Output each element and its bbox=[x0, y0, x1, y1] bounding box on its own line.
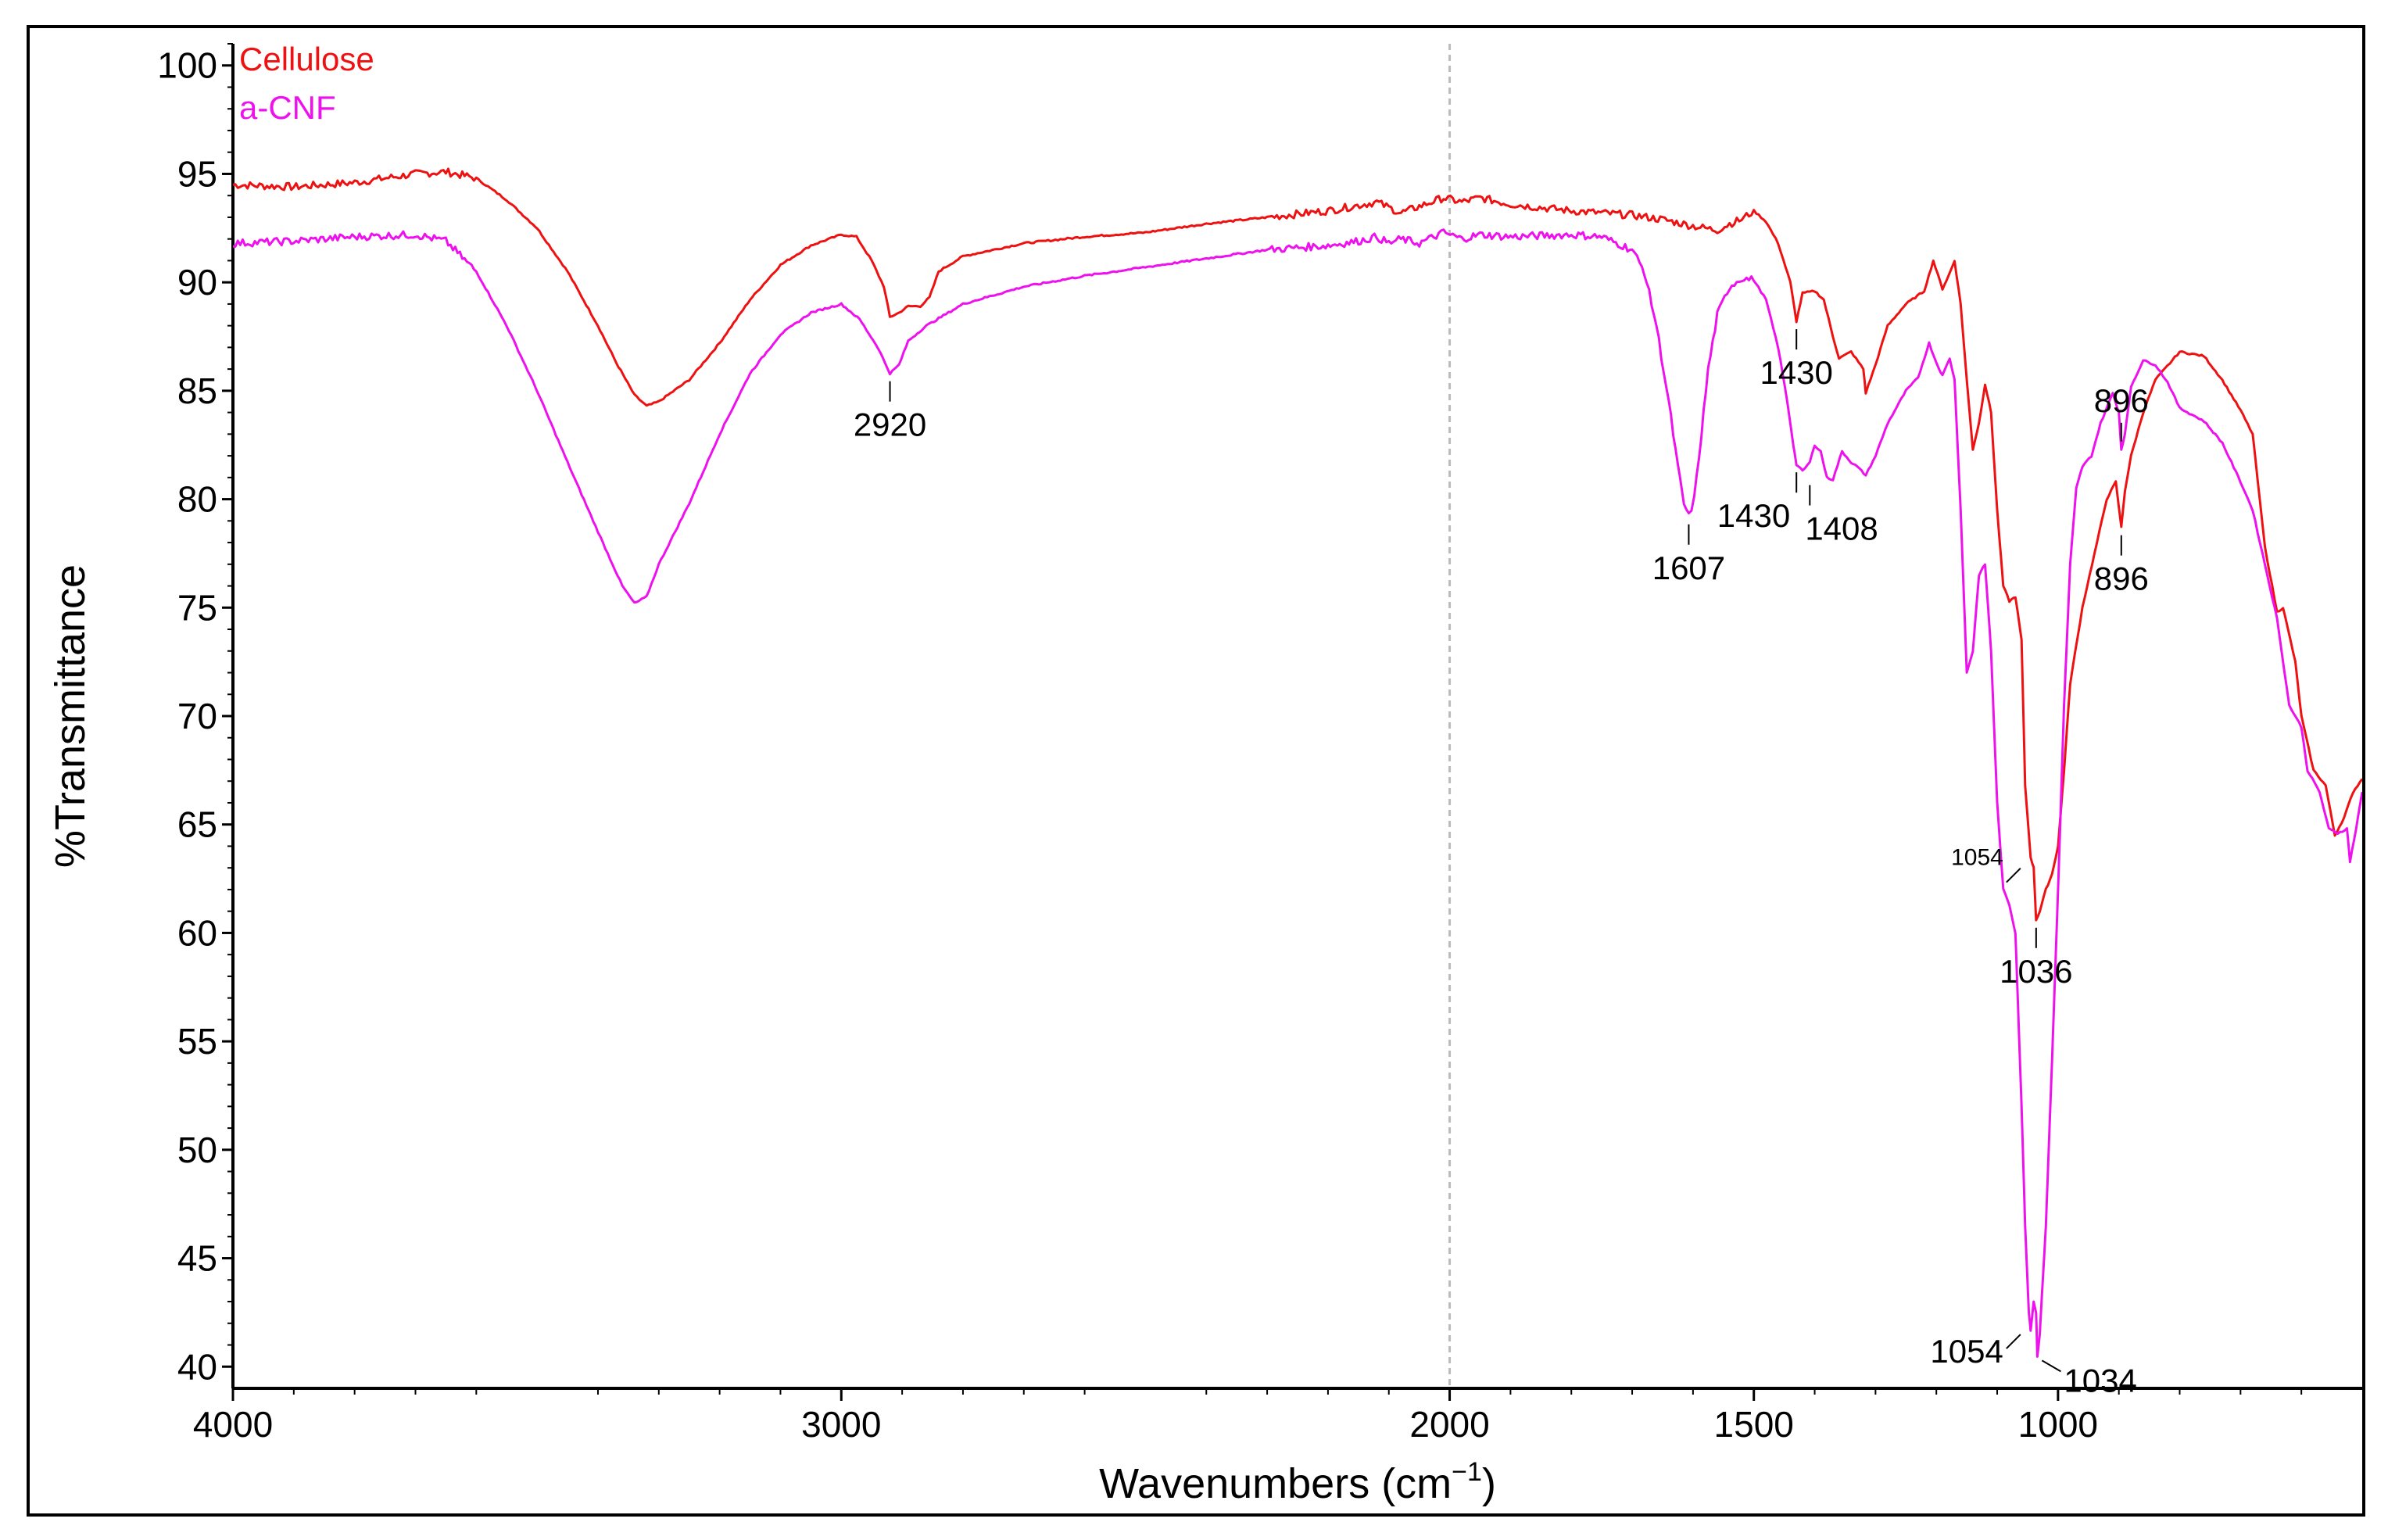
y-tick-label: 100 bbox=[157, 45, 217, 86]
y-tick-label: 65 bbox=[177, 804, 217, 845]
annotation-label: 1430 bbox=[1717, 497, 1790, 534]
peak-annotations: 2920 1430 1607 1430 1408 896 896 1054 1036 1054 10… bbox=[854, 329, 2149, 1399]
annotation-label: 2920 bbox=[854, 406, 926, 443]
x-tick-label: 4000 bbox=[193, 1404, 273, 1445]
y-axis-title: %Transmittance bbox=[47, 564, 94, 868]
annotation-label: 896 bbox=[2094, 382, 2149, 419]
x-tick-label: 3000 bbox=[801, 1404, 881, 1445]
y-tick-label: 45 bbox=[177, 1238, 217, 1279]
x-tick-label: 1500 bbox=[1714, 1404, 1794, 1445]
series-line-a-cnf bbox=[232, 228, 2362, 1358]
y-tick-label: 55 bbox=[177, 1021, 217, 1062]
legend-entry-cellulose: Cellulose bbox=[239, 41, 374, 77]
annotation-label: 896 bbox=[2094, 560, 2149, 597]
annotation-label: 1607 bbox=[1652, 550, 1725, 586]
x-tick-label: 2000 bbox=[1409, 1404, 1489, 1445]
y-tick-label: 40 bbox=[177, 1346, 217, 1387]
y-tick-label: 70 bbox=[177, 696, 217, 736]
annotation-leader bbox=[2006, 1334, 2021, 1349]
annotation-leader bbox=[2041, 1359, 2061, 1373]
chart-frame: 40 45 50 55 60 65 70 75 80 85 90 95 100 4000 3000 2000 1… bbox=[27, 25, 2365, 1517]
legend: Cellulose a-CNF bbox=[239, 41, 374, 126]
y-tick-label: 90 bbox=[177, 262, 217, 303]
y-tick-label: 60 bbox=[177, 912, 217, 953]
y-tick-label: 95 bbox=[177, 153, 217, 194]
x-axis-title-main: Wavenumbers (cm bbox=[1099, 1460, 1452, 1507]
annotation-label: 1054 bbox=[1951, 845, 2003, 871]
ftir-chart: 40 45 50 55 60 65 70 75 80 85 90 95 100 4000 3000 2000 1… bbox=[47, 41, 2362, 1507]
annotation-leader bbox=[2006, 867, 2021, 883]
x-axis-title-close: ) bbox=[1482, 1460, 1496, 1507]
annotation-label: 1430 bbox=[1760, 354, 1832, 391]
x-tick-label: 1000 bbox=[2018, 1404, 2098, 1445]
x-axis-title: Wavenumbers (cm−1) bbox=[1099, 1457, 1496, 1507]
ticks: 40 45 50 55 60 65 70 75 80 85 90 95 100 4000 3000 2000 1… bbox=[157, 43, 2303, 1445]
x-axis-title-superscript: −1 bbox=[1452, 1457, 1482, 1487]
annotation-label: 1036 bbox=[2000, 953, 2072, 990]
annotation-label: 1054 bbox=[1930, 1333, 2003, 1370]
series-group bbox=[232, 167, 2362, 1358]
annotation-label: 1034 bbox=[2064, 1362, 2136, 1399]
y-tick-label: 80 bbox=[177, 479, 217, 520]
y-tick-label: 85 bbox=[177, 371, 217, 411]
series-line-cellulose bbox=[232, 167, 2362, 922]
legend-entry-a-cnf: a-CNF bbox=[239, 89, 336, 126]
y-tick-label: 50 bbox=[177, 1130, 217, 1170]
y-tick-label: 75 bbox=[177, 587, 217, 628]
annotation-label: 1408 bbox=[1805, 510, 1878, 547]
